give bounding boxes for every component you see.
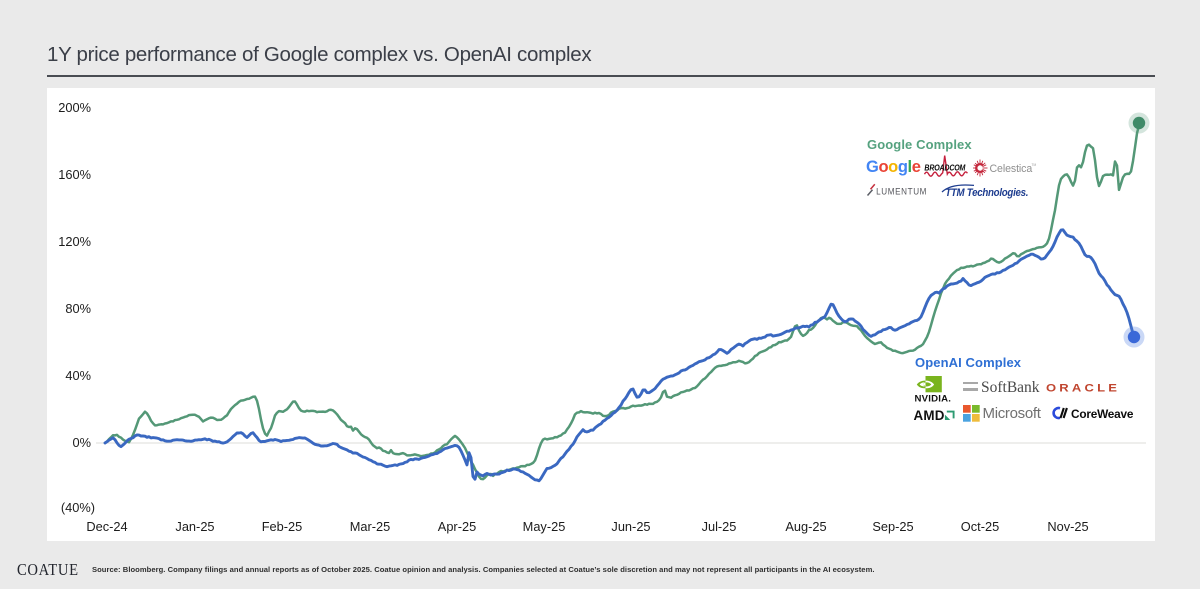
svg-text:Jul-25: Jul-25 (702, 519, 737, 534)
svg-text:120%: 120% (58, 234, 91, 249)
svg-text:NVIDIA.: NVIDIA. (915, 394, 952, 405)
svg-text:0%: 0% (73, 435, 92, 450)
svg-text:160%: 160% (58, 167, 91, 182)
svg-text:May-25: May-25 (523, 519, 566, 534)
svg-text:Celestica: Celestica (990, 163, 1033, 175)
svg-text:40%: 40% (65, 368, 91, 383)
svg-text:TTM Technologies.: TTM Technologies. (945, 188, 1028, 199)
svg-text:Jun-25: Jun-25 (611, 519, 650, 534)
svg-text:Mar-25: Mar-25 (350, 519, 391, 534)
svg-text:TM: TM (1032, 163, 1037, 167)
svg-text:Aug-25: Aug-25 (785, 519, 826, 534)
svg-text:Nov-25: Nov-25 (1047, 519, 1088, 534)
svg-text:Apr-25: Apr-25 (438, 519, 476, 534)
svg-text:80%: 80% (65, 301, 91, 316)
svg-text:LUMENTUM: LUMENTUM (876, 186, 927, 196)
svg-text:Oct-25: Oct-25 (961, 519, 999, 534)
svg-text:(40%): (40%) (61, 500, 95, 515)
svg-text:Jan-25: Jan-25 (175, 519, 214, 534)
svg-text:Feb-25: Feb-25 (262, 519, 303, 534)
svg-text:BROADCOM: BROADCOM (924, 163, 966, 173)
svg-text:Sep-25: Sep-25 (872, 519, 913, 534)
svg-text:200%: 200% (58, 100, 91, 115)
svg-text:Dec-24: Dec-24 (86, 519, 127, 534)
